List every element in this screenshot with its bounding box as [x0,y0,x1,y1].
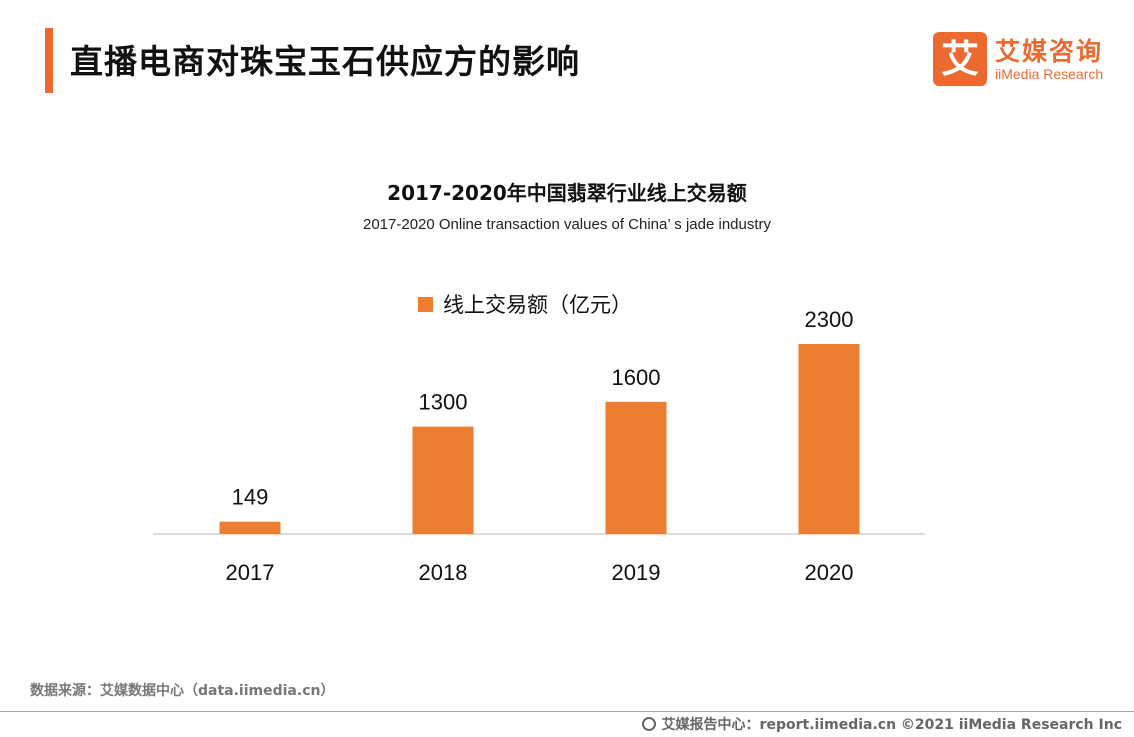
x-tick-label-2019: 2019 [612,560,661,585]
data-label-2018: 1300 [419,390,468,415]
data-label-2017: 149 [232,485,269,510]
page-title: 直播电商对珠宝玉石供应方的影响 [70,42,580,81]
bar-2018 [412,426,474,534]
title-accent-bar [45,28,53,93]
footer-divider [0,711,1134,712]
data-label-2019: 1600 [612,365,661,390]
legend-swatch [418,296,433,312]
globe-icon [641,717,656,731]
data-source-note: 数据来源：艾媒数据中心（data.iimedia.cn） [30,683,335,699]
bar-2019 [605,401,667,534]
brand-logo: 艾 艾媒咨询 iiMedia Research [933,30,1123,88]
chart-title: 2017-2020年中国翡翠行业线上交易额 [387,181,747,205]
logo-en-text: iiMedia Research [995,66,1104,82]
footer-copyright: 艾媒报告中心：report.iimedia.cn ©2021 iiMedia R… [641,714,1122,734]
bar-2020 [798,344,860,534]
legend-label: 线上交易额（亿元） [443,293,632,317]
bar-2017 [219,521,281,534]
x-tick-label-2020: 2020 [805,560,854,585]
chart-legend: 线上交易额（亿元） [418,289,632,319]
footer-right-text: 艾媒报告中心：report.iimedia.cn ©2021 iiMedia R… [661,717,1122,733]
logo-icon: 艾 [933,32,987,86]
data-label-2020: 2300 [805,307,854,332]
logo-cn-text: 艾媒咨询 [995,37,1104,66]
x-tick-label-2017: 2017 [226,560,275,585]
x-tick-label-2018: 2018 [419,560,468,585]
chart-subtitle: 2017-2020 Online transaction values of C… [362,216,772,233]
